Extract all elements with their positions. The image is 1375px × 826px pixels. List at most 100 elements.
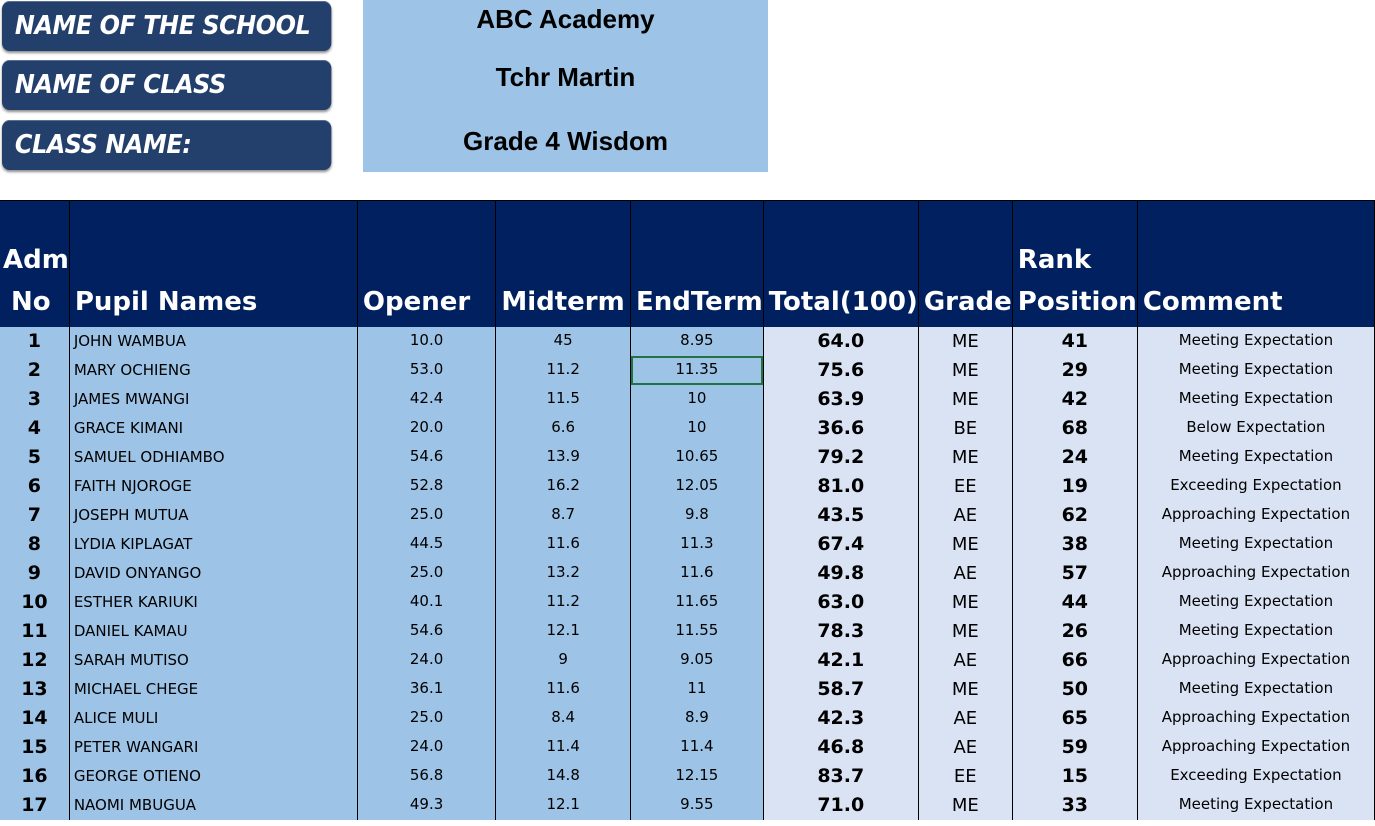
opener-cell[interactable]: 54.6 bbox=[357, 442, 497, 472]
opener-cell[interactable]: 25.0 bbox=[357, 703, 497, 733]
rank-position-cell[interactable]: 26 bbox=[1012, 616, 1138, 646]
rank-position-cell[interactable]: 33 bbox=[1012, 790, 1138, 820]
endterm-cell[interactable]: 12.15 bbox=[630, 761, 764, 791]
class-teacher-label[interactable]: NAME OF CLASS TEACHER: bbox=[2, 60, 332, 150]
total-cell[interactable]: 83.7 bbox=[763, 761, 919, 791]
total-cell[interactable]: 78.3 bbox=[763, 616, 919, 646]
adm-cell[interactable]: 8 bbox=[0, 529, 70, 559]
school-name-value[interactable]: ABC Academy bbox=[476, 4, 655, 34]
comment-cell[interactable]: Exceeding Expectation bbox=[1137, 471, 1375, 501]
pupil-name-cell[interactable]: FAITH NJOROGE bbox=[69, 471, 358, 501]
adm-cell[interactable]: 11 bbox=[0, 616, 70, 646]
midterm-cell[interactable]: 13.9 bbox=[495, 442, 632, 472]
pupil-name-cell[interactable]: DANIEL KAMAU bbox=[69, 616, 358, 646]
grade-cell[interactable]: AE bbox=[918, 732, 1013, 762]
comment-cell[interactable]: Meeting Expectation bbox=[1137, 326, 1375, 356]
grade-cell[interactable]: ME bbox=[918, 529, 1013, 559]
opener-cell[interactable]: 44.5 bbox=[357, 529, 497, 559]
col-header-grade[interactable]: Grade bbox=[918, 200, 1013, 327]
comment-cell[interactable]: Meeting Expectation bbox=[1137, 529, 1375, 559]
pupil-name-cell[interactable]: JOHN WAMBUA bbox=[69, 326, 358, 356]
rank-position-cell[interactable]: 68 bbox=[1012, 413, 1138, 443]
total-cell[interactable]: 71.0 bbox=[763, 790, 919, 820]
total-cell[interactable]: 46.8 bbox=[763, 732, 919, 762]
class-name-label[interactable]: CLASS NAME: bbox=[2, 120, 332, 170]
total-cell[interactable]: 64.0 bbox=[763, 326, 919, 356]
grade-cell[interactable]: AE bbox=[918, 645, 1013, 675]
comment-cell[interactable]: Meeting Expectation bbox=[1137, 616, 1375, 646]
endterm-cell[interactable]: 11.3 bbox=[630, 529, 764, 559]
class-teacher-value[interactable]: Tchr Martin bbox=[495, 62, 636, 92]
endterm-cell[interactable]: 10 bbox=[630, 384, 764, 414]
midterm-cell[interactable]: 11.4 bbox=[495, 732, 632, 762]
pupil-name-cell[interactable]: ESTHER KARIUKI bbox=[69, 587, 358, 617]
col-header-midterm[interactable]: Midterm bbox=[495, 200, 632, 327]
grade-cell[interactable]: ME bbox=[918, 616, 1013, 646]
col-header-total[interactable]: Total(100) bbox=[763, 200, 919, 327]
grade-cell[interactable]: ME bbox=[918, 384, 1013, 414]
comment-cell[interactable]: Meeting Expectation bbox=[1137, 790, 1375, 820]
col-header-comment[interactable]: Comment bbox=[1137, 200, 1375, 327]
grade-cell[interactable]: ME bbox=[918, 355, 1013, 385]
total-cell[interactable]: 42.1 bbox=[763, 645, 919, 675]
midterm-cell[interactable]: 11.6 bbox=[495, 529, 632, 559]
midterm-cell[interactable]: 13.2 bbox=[495, 558, 632, 588]
total-cell[interactable]: 75.6 bbox=[763, 355, 919, 385]
grade-cell[interactable]: BE bbox=[918, 413, 1013, 443]
rank-position-cell[interactable]: 15 bbox=[1012, 761, 1138, 791]
adm-cell[interactable]: 6 bbox=[0, 471, 70, 501]
endterm-cell[interactable]: 11.4 bbox=[630, 732, 764, 762]
rank-position-cell[interactable]: 24 bbox=[1012, 442, 1138, 472]
adm-cell[interactable]: 5 bbox=[0, 442, 70, 472]
rank-position-cell[interactable]: 44 bbox=[1012, 587, 1138, 617]
comment-cell[interactable]: Approaching Expectation bbox=[1137, 645, 1375, 675]
opener-cell[interactable]: 24.0 bbox=[357, 732, 497, 762]
grade-cell[interactable]: AE bbox=[918, 558, 1013, 588]
col-header-rank[interactable]: Rank Position bbox=[1012, 200, 1138, 327]
midterm-cell[interactable]: 11.2 bbox=[495, 355, 632, 385]
opener-cell[interactable]: 20.0 bbox=[357, 413, 497, 443]
opener-cell[interactable]: 52.8 bbox=[357, 471, 497, 501]
pupil-name-cell[interactable]: GRACE KIMANI bbox=[69, 413, 358, 443]
pupil-name-cell[interactable]: MICHAEL CHEGE bbox=[69, 674, 358, 704]
endterm-cell[interactable]: 11 bbox=[630, 674, 764, 704]
total-cell[interactable]: 43.5 bbox=[763, 500, 919, 530]
pupil-name-cell[interactable]: SAMUEL ODHIAMBO bbox=[69, 442, 358, 472]
total-cell[interactable]: 49.8 bbox=[763, 558, 919, 588]
opener-cell[interactable]: 24.0 bbox=[357, 645, 497, 675]
comment-cell[interactable]: Exceeding Expectation bbox=[1137, 761, 1375, 791]
rank-position-cell[interactable]: 59 bbox=[1012, 732, 1138, 762]
opener-cell[interactable]: 36.1 bbox=[357, 674, 497, 704]
midterm-cell[interactable]: 9 bbox=[495, 645, 632, 675]
grade-cell[interactable]: ME bbox=[918, 790, 1013, 820]
adm-cell[interactable]: 16 bbox=[0, 761, 70, 791]
endterm-cell[interactable]: 12.05 bbox=[630, 471, 764, 501]
adm-cell[interactable]: 13 bbox=[0, 674, 70, 704]
adm-cell[interactable]: 15 bbox=[0, 732, 70, 762]
total-cell[interactable]: 58.7 bbox=[763, 674, 919, 704]
opener-cell[interactable]: 53.0 bbox=[357, 355, 497, 385]
grade-cell[interactable]: EE bbox=[918, 761, 1013, 791]
opener-cell[interactable]: 56.8 bbox=[357, 761, 497, 791]
comment-cell[interactable]: Approaching Expectation bbox=[1137, 703, 1375, 733]
endterm-cell[interactable]: 11.65 bbox=[630, 587, 764, 617]
rank-position-cell[interactable]: 38 bbox=[1012, 529, 1138, 559]
comment-cell[interactable]: Approaching Expectation bbox=[1137, 500, 1375, 530]
opener-cell[interactable]: 25.0 bbox=[357, 558, 497, 588]
adm-cell[interactable]: 9 bbox=[0, 558, 70, 588]
rank-position-cell[interactable]: 66 bbox=[1012, 645, 1138, 675]
midterm-cell[interactable]: 8.4 bbox=[495, 703, 632, 733]
endterm-cell[interactable]: 10 bbox=[630, 413, 764, 443]
comment-cell[interactable]: Meeting Expectation bbox=[1137, 442, 1375, 472]
total-cell[interactable]: 81.0 bbox=[763, 471, 919, 501]
rank-position-cell[interactable]: 65 bbox=[1012, 703, 1138, 733]
opener-cell[interactable]: 49.3 bbox=[357, 790, 497, 820]
adm-cell[interactable]: 14 bbox=[0, 703, 70, 733]
midterm-cell[interactable]: 16.2 bbox=[495, 471, 632, 501]
comment-cell[interactable]: Meeting Expectation bbox=[1137, 384, 1375, 414]
adm-cell[interactable]: 7 bbox=[0, 500, 70, 530]
midterm-cell[interactable]: 12.1 bbox=[495, 616, 632, 646]
endterm-cell[interactable]: 8.9 bbox=[630, 703, 764, 733]
rank-position-cell[interactable]: 41 bbox=[1012, 326, 1138, 356]
class-name-value[interactable]: Grade 4 Wisdom bbox=[463, 126, 668, 156]
